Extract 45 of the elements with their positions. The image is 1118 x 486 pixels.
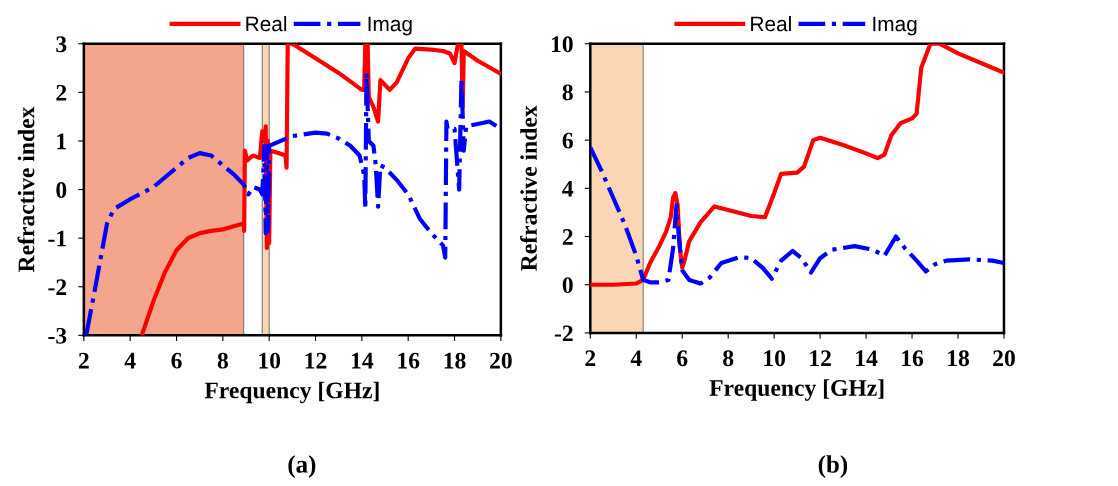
y-tick-label: 0 xyxy=(562,277,573,294)
x-tick-label: 20 xyxy=(993,350,1015,367)
legend-label: Imag xyxy=(873,16,917,36)
x-tick-label: 4 xyxy=(630,350,642,366)
x-tick-label: 8 xyxy=(217,352,228,369)
y-axis-title: Refractive index xyxy=(17,106,35,273)
x-tick-label: 14 xyxy=(351,352,374,369)
x-axis-title: Frequency [GHz] xyxy=(709,379,884,401)
text: (b) xyxy=(818,455,848,478)
y-tick-label: 3 xyxy=(56,36,67,53)
x-tick-label: 2 xyxy=(585,350,596,366)
x-tick-label: 12 xyxy=(810,350,831,366)
x-tick-label: 2 xyxy=(78,352,89,369)
line-series xyxy=(590,145,1004,286)
x-tick-label: 12 xyxy=(305,352,327,369)
x-tick-label: 10 xyxy=(764,350,786,367)
legend-label: Imag xyxy=(368,16,412,36)
x-tick-label: 14 xyxy=(856,350,878,366)
x-tick-label: 8 xyxy=(723,350,734,367)
y-tick-label: 4 xyxy=(562,180,574,197)
y-tick-label: 10 xyxy=(551,36,573,53)
y-tick-label: -3 xyxy=(48,327,67,344)
x-tick-label: 6 xyxy=(171,352,182,369)
y-tick-label: 2 xyxy=(562,229,573,245)
y-tick-label: 8 xyxy=(562,84,573,101)
y-axis-title: Refractive index xyxy=(520,105,537,271)
x-tick-label: 20 xyxy=(490,352,512,369)
y-tick-label: 1 xyxy=(57,133,66,150)
text: (a) xyxy=(288,455,316,478)
legend-label: Real xyxy=(751,15,791,32)
y-tick-label: -1 xyxy=(48,230,66,247)
x-tick-label: 18 xyxy=(444,352,466,369)
y-tick-label: 2 xyxy=(56,84,67,101)
x-axis-title: Frequency [GHz] xyxy=(204,381,379,404)
x-tick-label: 10 xyxy=(259,352,281,369)
legend-label: Real xyxy=(246,15,287,32)
x-tick-label: 4 xyxy=(124,352,136,369)
x-tick-label: 16 xyxy=(398,352,420,369)
x-tick-label: 18 xyxy=(948,350,970,367)
x-tick-label: 16 xyxy=(902,350,924,367)
y-tick-label: -2 xyxy=(554,325,573,342)
y-tick-label: 0 xyxy=(56,182,67,198)
x-tick-label: 6 xyxy=(677,350,688,367)
y-tick-label: -2 xyxy=(48,279,67,295)
y-tick-label: 6 xyxy=(562,132,573,149)
